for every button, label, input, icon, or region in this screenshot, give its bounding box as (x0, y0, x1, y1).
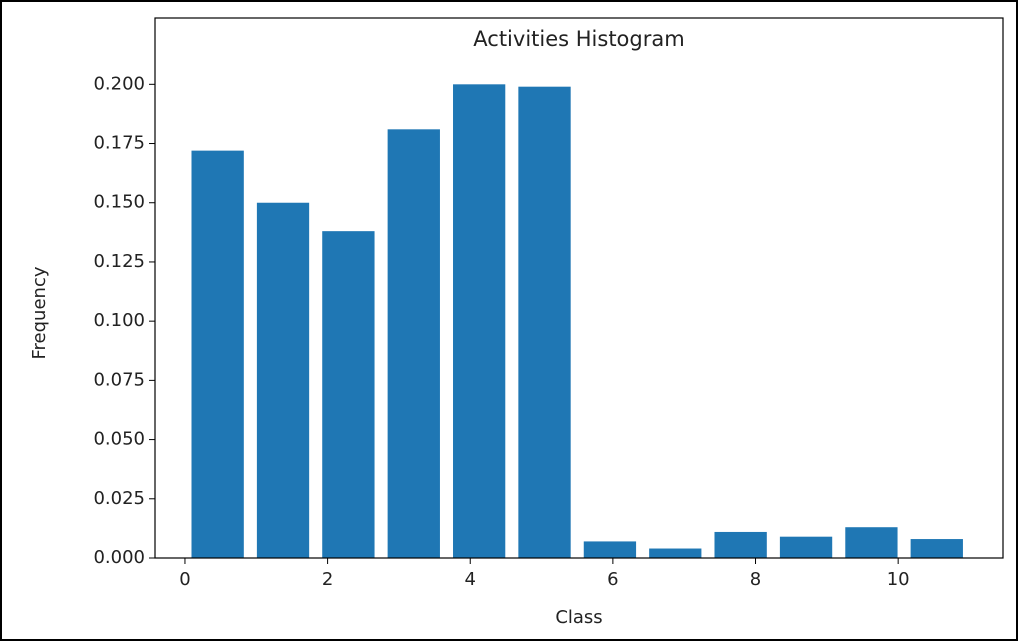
x-tick-label: 6 (607, 569, 618, 590)
y-tick-label: 0.025 (93, 488, 145, 509)
x-tick-label: 2 (322, 569, 333, 590)
bar (714, 531, 767, 558)
y-tick-label: 0.125 (93, 251, 145, 272)
x-tick-label: 0 (179, 569, 190, 590)
bar (779, 536, 833, 558)
y-tick-label: 0.150 (93, 192, 145, 213)
bar (191, 150, 244, 558)
bar (649, 548, 702, 558)
y-tick-label: 0.000 (93, 547, 145, 568)
x-tick-label: 8 (750, 569, 761, 590)
x-tick-label: 10 (887, 569, 910, 590)
chart-title: Activities Histogram (473, 27, 684, 51)
y-tick-label: 0.100 (93, 310, 145, 331)
plot-area (154, 17, 1004, 559)
y-axis-label: Frequency (29, 266, 50, 359)
x-tick-label: 4 (465, 569, 476, 590)
bar (845, 527, 898, 558)
y-tick-label: 0.200 (93, 73, 145, 94)
bar (518, 86, 571, 559)
bar (453, 84, 506, 558)
bar (322, 231, 375, 558)
bar (910, 539, 963, 558)
x-axis-label: Class (555, 607, 602, 628)
bar (583, 541, 637, 558)
bar (256, 202, 310, 558)
y-tick-label: 0.050 (93, 429, 145, 450)
bar (387, 129, 440, 558)
y-tick-label: 0.175 (93, 133, 145, 154)
y-tick-label: 0.075 (93, 369, 145, 390)
